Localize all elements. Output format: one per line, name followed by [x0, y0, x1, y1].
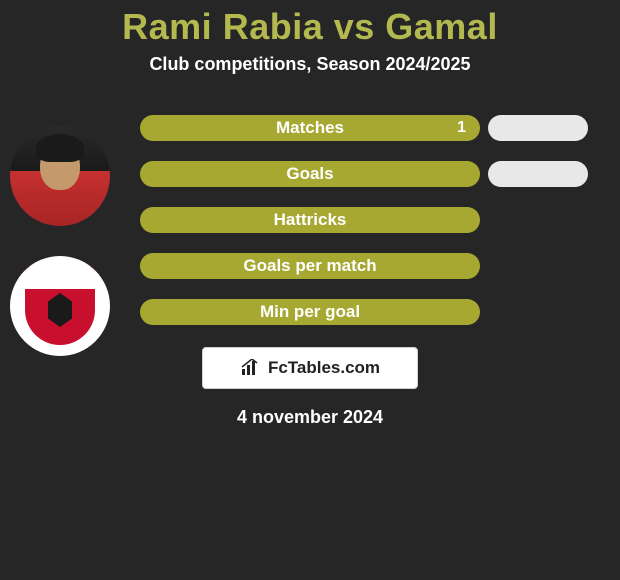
- stat-value-left: 1: [457, 119, 466, 137]
- chart-icon: [240, 359, 262, 377]
- stat-bar-right: [488, 115, 588, 141]
- footer-brand-text: FcTables.com: [268, 358, 380, 378]
- stat-bar-left: Matches 1: [140, 115, 480, 141]
- page-title: Rami Rabia vs Gamal: [0, 6, 620, 48]
- club-badge-icon: [25, 267, 95, 345]
- date-text: 4 november 2024: [0, 407, 620, 428]
- avatar-column: [10, 126, 110, 356]
- footer-brand-badge[interactable]: FcTables.com: [202, 347, 418, 389]
- stat-label: Goals per match: [243, 256, 376, 276]
- stat-row-goals: Goals: [140, 161, 590, 187]
- stat-label: Matches: [276, 118, 344, 138]
- stat-row-hattricks: Hattricks: [140, 207, 590, 233]
- stats-list: Matches 1 Goals Hattricks Goals per matc…: [140, 105, 590, 325]
- stat-label: Min per goal: [260, 302, 360, 322]
- stat-bar-left: Min per goal: [140, 299, 480, 325]
- stat-bar-right: [488, 161, 588, 187]
- stat-label: Goals: [286, 164, 333, 184]
- stat-bar-left: Goals: [140, 161, 480, 187]
- player-avatar: [10, 126, 110, 226]
- stat-bar-left: Hattricks: [140, 207, 480, 233]
- club-avatar: [10, 256, 110, 356]
- stat-row-matches: Matches 1: [140, 115, 590, 141]
- stat-bar-left: Goals per match: [140, 253, 480, 279]
- stat-row-min-per-goal: Min per goal: [140, 299, 590, 325]
- subtitle: Club competitions, Season 2024/2025: [0, 54, 620, 75]
- stat-label: Hattricks: [274, 210, 347, 230]
- stat-row-goals-per-match: Goals per match: [140, 253, 590, 279]
